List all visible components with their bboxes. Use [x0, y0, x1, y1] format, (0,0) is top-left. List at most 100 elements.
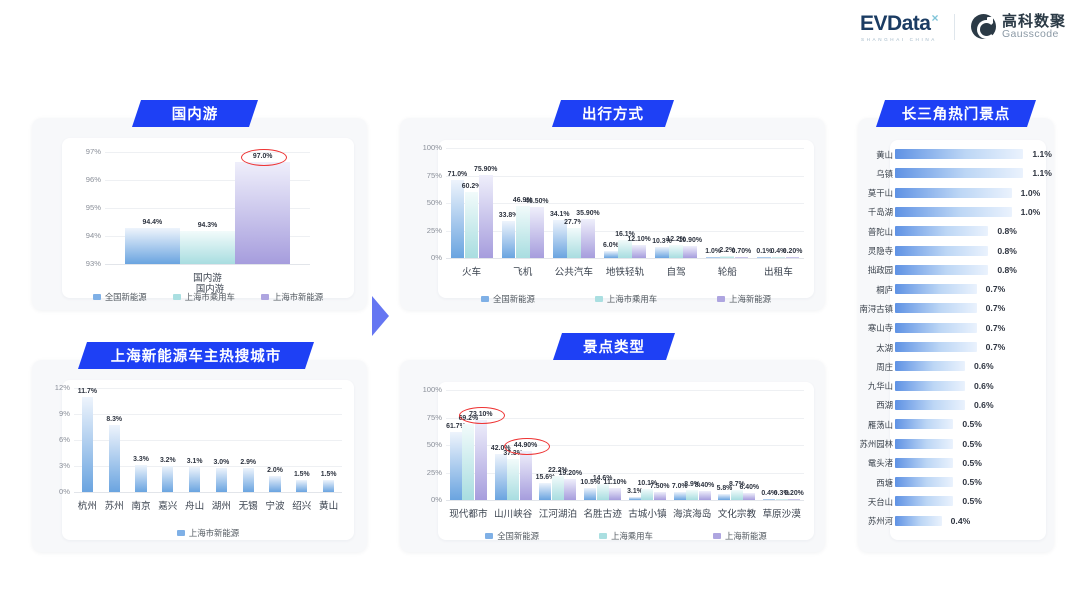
bar — [683, 246, 698, 258]
spot-name: 南浔古镇 — [859, 303, 894, 314]
x-axis-category: 火车 — [461, 267, 482, 278]
bar-value-label: 75.90% — [474, 165, 498, 173]
spot-bar — [895, 322, 977, 333]
bar — [180, 230, 235, 264]
bar-value-label: 0.4% — [761, 490, 778, 497]
evdata-subtitle: SHANGHAI CHINA — [860, 37, 937, 42]
spot-bar — [895, 361, 965, 372]
spot-bar — [895, 264, 989, 275]
legend-item[interactable]: 全国新能源 — [481, 293, 535, 305]
spot-bar — [895, 419, 954, 430]
bar-value-label: 2.9% — [240, 459, 257, 467]
y-axis-tick: 75% — [426, 170, 442, 180]
legend-item[interactable]: 全国新能源 — [92, 291, 147, 303]
spot-bar — [895, 284, 977, 295]
bar-value-label: 8.3% — [106, 415, 123, 423]
spot-bar — [895, 399, 965, 410]
spot-value: 0.8% — [997, 264, 1017, 275]
bar — [269, 475, 281, 492]
bar — [507, 458, 520, 500]
x-axis-category: 南京 — [131, 501, 151, 512]
spot-value: 1.1% — [1032, 149, 1052, 159]
title-hot-cities: 上海新能源车主热搜城市 — [78, 342, 314, 369]
bar — [519, 450, 532, 500]
highlight-ellipse — [458, 406, 505, 424]
list-item: 千岛湖 1.0% — [0, 204, 1080, 221]
bar — [581, 218, 595, 258]
bar — [604, 251, 618, 258]
legend-item[interactable]: 全国新能源 — [485, 530, 539, 542]
gridline — [105, 208, 310, 209]
spot-bar — [895, 342, 977, 352]
bar-value-label: 3.3% — [133, 456, 149, 464]
bar-value-label: 33.8% — [498, 211, 519, 219]
gridline — [74, 388, 342, 389]
legend-swatch — [594, 296, 603, 302]
x-axis-category: 飞机 — [513, 267, 533, 278]
bar-value-label: 60.2% — [461, 182, 482, 190]
legend-item[interactable]: 上海市乘用车 — [172, 291, 235, 303]
spot-name: 西塘 — [876, 477, 893, 488]
bar-value-label: 11.7% — [77, 387, 97, 395]
legend-swatch — [599, 533, 608, 539]
spot-name: 苏州河 — [867, 516, 893, 527]
bar-value-label: 3.1% — [186, 457, 203, 465]
legend-item[interactable]: 上海市新能源 — [176, 527, 239, 539]
legend-item[interactable]: 上海市新能源 — [260, 291, 323, 303]
spot-value: 0.7% — [985, 322, 1006, 333]
spot-bar — [895, 226, 989, 237]
spot-name: 黄山 — [876, 149, 893, 160]
flow-arrow-icon — [372, 296, 389, 336]
spot-value: 0.5% — [962, 419, 982, 430]
x-axis-category: 苏州 — [104, 501, 124, 512]
list-item: 西湖 0.6% — [0, 397, 1080, 414]
y-axis-tick: 25% — [426, 467, 442, 477]
bar-value-label: 22.2% — [548, 466, 568, 474]
spot-value: 0.6% — [974, 380, 994, 391]
bar — [763, 499, 776, 500]
x-axis-category: 嘉兴 — [158, 501, 178, 512]
spot-bar — [895, 380, 965, 391]
list-item: 寒山寺 0.7% — [0, 320, 1080, 337]
x-axis-category: 古城小镇 — [628, 509, 667, 520]
spot-value: 0.7% — [985, 284, 1006, 295]
list-item: 南浔古镇 0.7% — [0, 300, 1080, 317]
bar-value-label: 3.2% — [159, 457, 176, 464]
y-axis-tick: 0% — [431, 495, 442, 504]
list-item: 莫干山 1.0% — [0, 185, 1080, 202]
bar — [788, 499, 800, 500]
legend-item[interactable]: 上海乘用车 — [599, 530, 653, 542]
x-axis-category: 山川峡谷 — [493, 509, 533, 520]
y-axis-tick: 0% — [59, 487, 70, 496]
spot-name: 莫干山 — [867, 188, 893, 199]
bar-value-label: 6.40% — [739, 483, 760, 491]
bar — [296, 479, 308, 492]
spot-value: 0.4% — [950, 515, 971, 526]
spot-bar — [895, 477, 954, 488]
gridline — [446, 445, 804, 446]
legend-item[interactable]: 上海新能源 — [712, 530, 767, 542]
spot-value: 0.6% — [974, 399, 994, 410]
bar-value-label: 94.3% — [197, 221, 218, 229]
x-axis-category: 海滨海岛 — [672, 509, 712, 520]
evdata-wordmark: EVData× — [860, 12, 939, 34]
legend-label: 全国新能源 — [497, 531, 540, 541]
legend-spottype: 全国新能源 上海乘用车 上海新能源 — [440, 530, 812, 542]
x-axis-category: 湖州 — [211, 501, 231, 512]
legend-item[interactable]: 上海市乘用车 — [594, 293, 657, 305]
bar — [720, 255, 735, 258]
x-axis-category: 江河湖泊 — [538, 509, 578, 520]
spot-name: 千岛湖 — [867, 207, 893, 218]
spot-bar — [895, 206, 1012, 217]
bar — [596, 483, 609, 500]
legend-label: 上海新能源 — [724, 531, 767, 541]
legend-item[interactable]: 上海新能源 — [717, 293, 771, 305]
spot-bar — [895, 245, 989, 256]
gausscode-name-en: Gausscode — [1001, 28, 1059, 41]
bar — [584, 488, 597, 500]
spot-name: 西湖 — [876, 400, 893, 411]
spot-bar — [895, 187, 1012, 198]
spot-value: 1.1% — [1032, 168, 1052, 179]
legend-swatch — [176, 530, 185, 536]
title-spot-type: 景点类型 — [553, 333, 675, 360]
